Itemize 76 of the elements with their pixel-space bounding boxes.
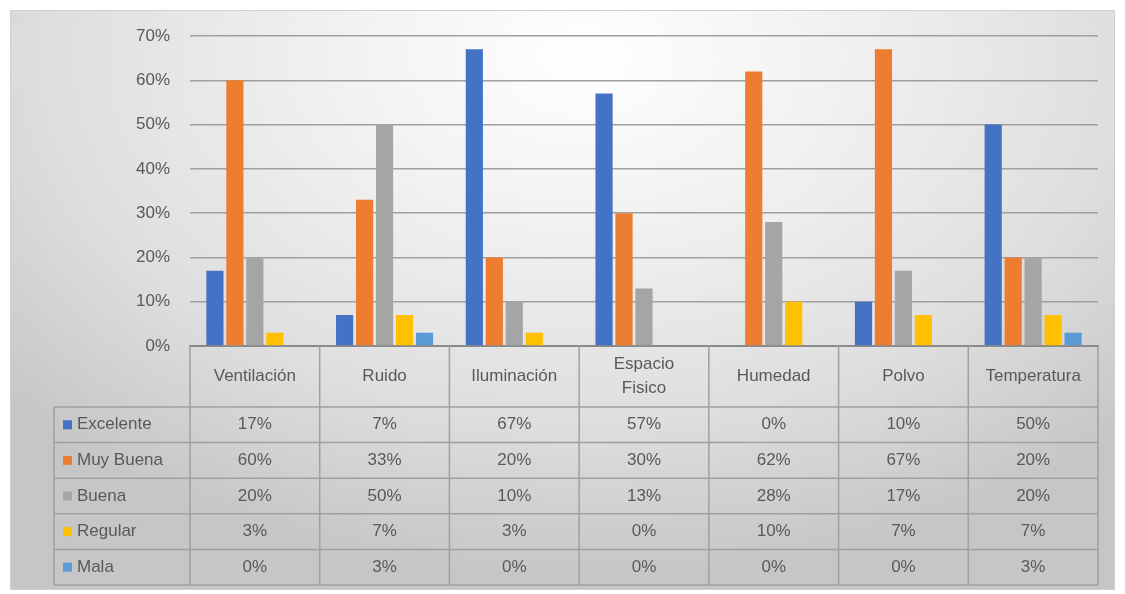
data-label: 3% — [242, 521, 268, 541]
x-tick-label: Polvo — [882, 366, 925, 386]
data-label: 3% — [1020, 556, 1046, 576]
data-label: 20% — [1016, 485, 1051, 505]
y-tick-label: 60% — [135, 69, 170, 89]
data-label: 0% — [242, 556, 268, 576]
legend-label: Mala — [77, 556, 115, 576]
data-label: 0% — [761, 414, 786, 434]
data-label: 60% — [237, 450, 272, 470]
bar — [1064, 332, 1082, 346]
data-label: 30% — [626, 450, 662, 470]
legend-label: Muy Buena — [77, 450, 164, 470]
data-label: 0% — [631, 556, 657, 576]
data-label: 7% — [891, 521, 916, 541]
bar — [1004, 257, 1022, 346]
data-label: 62% — [756, 450, 791, 470]
x-tick-label: Humedad — [736, 366, 811, 386]
bar — [395, 315, 414, 346]
bar — [854, 301, 873, 346]
y-tick-label: 40% — [135, 158, 170, 178]
data-label: 67% — [497, 414, 532, 434]
data-label: 7% — [372, 521, 397, 541]
data-label: 0% — [761, 556, 786, 576]
data-label: 3% — [372, 556, 397, 576]
data-label: 17% — [237, 414, 272, 434]
bar — [595, 93, 613, 346]
legend-label: Buena — [77, 485, 127, 505]
data-label: 3% — [502, 521, 527, 541]
bar — [984, 124, 1002, 346]
data-label: 50% — [367, 485, 402, 505]
data-label: 28% — [756, 485, 791, 505]
y-tick-label: 0% — [145, 335, 170, 355]
data-label: 0% — [502, 556, 527, 576]
data-label: 57% — [626, 414, 662, 434]
bar — [206, 270, 224, 346]
bar — [525, 332, 543, 346]
data-label: 20% — [497, 450, 532, 470]
bar — [914, 315, 932, 346]
data-label: 0% — [631, 521, 657, 541]
legend-label: Excelente — [77, 414, 152, 434]
x-tick-label: Espacio Fisico — [613, 354, 675, 398]
x-tick-label: Ruido — [362, 366, 407, 386]
data-label: 33% — [367, 450, 402, 470]
data-label: 10% — [886, 414, 921, 434]
bar — [415, 332, 434, 346]
bar — [266, 332, 284, 346]
data-label: 10% — [756, 521, 791, 541]
data-label: 7% — [372, 414, 397, 434]
data-label: 17% — [886, 485, 921, 505]
bar — [745, 71, 763, 346]
data-label: 7% — [1020, 521, 1046, 541]
bar — [465, 49, 483, 346]
bar — [874, 49, 893, 346]
bar — [336, 315, 354, 346]
bar — [615, 213, 633, 346]
x-tick-label: Iluminación — [471, 366, 558, 386]
bar — [785, 301, 803, 346]
bar — [356, 199, 374, 346]
x-tick-label: Temperatura — [985, 366, 1082, 386]
x-tick-label: Ventilación — [213, 366, 296, 386]
data-label: 13% — [626, 485, 662, 505]
y-tick-label: 10% — [135, 291, 170, 311]
y-tick-label: 50% — [135, 114, 170, 134]
data-label: 10% — [497, 485, 532, 505]
data-label: 50% — [1016, 414, 1051, 434]
bar — [1044, 315, 1062, 346]
y-tick-label: 30% — [135, 202, 170, 222]
data-label: 20% — [1016, 450, 1051, 470]
y-tick-label: 20% — [135, 247, 170, 267]
data-label: 67% — [886, 450, 921, 470]
data-label: 20% — [237, 485, 272, 505]
bar — [226, 80, 244, 346]
bar — [485, 257, 503, 346]
data-label: 0% — [891, 556, 916, 576]
y-tick-label: 70% — [135, 25, 170, 45]
legend-label: Regular — [77, 521, 137, 541]
